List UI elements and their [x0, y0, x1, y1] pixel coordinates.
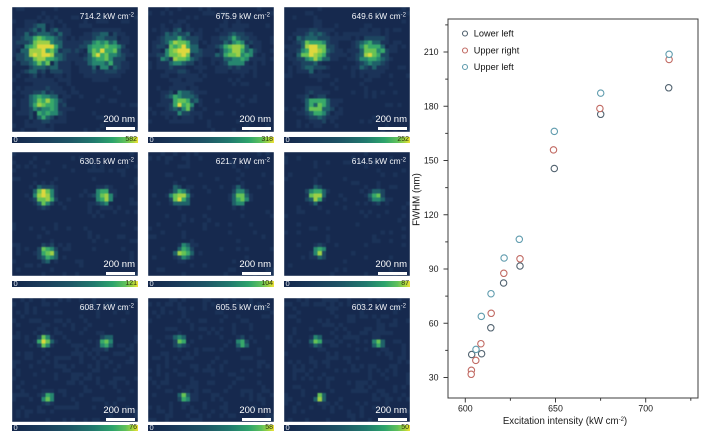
svg-text:150: 150	[424, 156, 439, 166]
svg-text:FWHM (nm): FWHM (nm)	[412, 173, 423, 226]
svg-text:30: 30	[429, 373, 439, 383]
svg-text:60: 60	[429, 318, 439, 328]
svg-text:Upper left: Upper left	[474, 62, 514, 72]
svg-text:210: 210	[424, 47, 439, 57]
svg-text:700: 700	[638, 404, 653, 414]
svg-text:180: 180	[424, 101, 439, 111]
svg-text:Upper right: Upper right	[474, 46, 520, 56]
svg-text:650: 650	[548, 404, 563, 414]
svg-text:Lower left: Lower left	[474, 29, 514, 39]
svg-text:120: 120	[424, 210, 439, 220]
svg-text:Excitation intensity (kW cm-2): Excitation intensity (kW cm-2)	[503, 416, 627, 427]
svg-text:90: 90	[429, 264, 439, 274]
svg-text:600: 600	[458, 404, 473, 414]
